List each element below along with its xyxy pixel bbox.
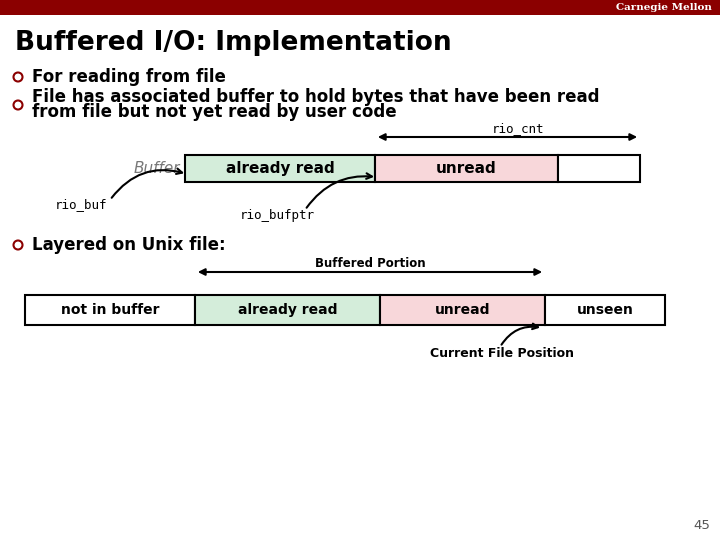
Text: not in buffer: not in buffer bbox=[60, 303, 159, 317]
Bar bbox=[380, 295, 545, 325]
Text: unread: unread bbox=[435, 303, 490, 317]
Bar bbox=[375, 155, 558, 182]
Text: already read: already read bbox=[225, 161, 334, 176]
Text: 45: 45 bbox=[693, 519, 710, 532]
Text: Buffer: Buffer bbox=[133, 161, 180, 176]
Text: Layered on Unix file:: Layered on Unix file: bbox=[32, 236, 225, 254]
Text: unseen: unseen bbox=[577, 303, 634, 317]
Bar bbox=[545, 295, 665, 325]
Text: unread: unread bbox=[436, 161, 497, 176]
Text: from file but not yet read by user code: from file but not yet read by user code bbox=[32, 103, 397, 121]
Text: File has associated buffer to hold bytes that have been read: File has associated buffer to hold bytes… bbox=[32, 88, 600, 106]
Text: already read: already read bbox=[238, 303, 337, 317]
Bar bbox=[185, 155, 375, 182]
Text: rio_cnt: rio_cnt bbox=[491, 122, 544, 135]
Text: rio_bufptr: rio_bufptr bbox=[240, 208, 315, 221]
Bar bbox=[25, 295, 195, 325]
Text: Current File Position: Current File Position bbox=[430, 347, 574, 360]
Text: Buffered Portion: Buffered Portion bbox=[315, 257, 426, 270]
Bar bbox=[0, 0, 720, 15]
Text: Buffered I/O: Implementation: Buffered I/O: Implementation bbox=[15, 30, 451, 56]
Text: rio_buf: rio_buf bbox=[55, 199, 107, 212]
Text: Carnegie Mellon: Carnegie Mellon bbox=[616, 3, 712, 12]
Bar bbox=[195, 295, 380, 325]
Bar bbox=[558, 155, 640, 182]
Text: For reading from file: For reading from file bbox=[32, 68, 226, 86]
